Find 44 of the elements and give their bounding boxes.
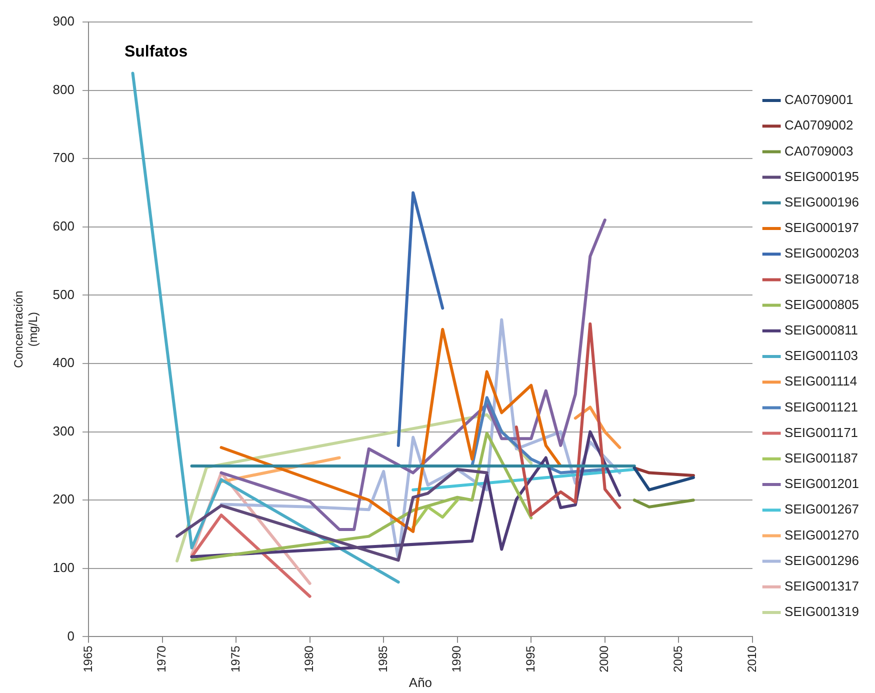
y-tick-label: 400: [52, 355, 74, 370]
legend-label: SEIG000811: [784, 322, 858, 338]
y-tick-label: 300: [52, 423, 74, 438]
x-axis-title: Año: [408, 674, 432, 690]
x-tick-label: 1995: [523, 645, 538, 672]
legend-label: CA0709003: [784, 143, 854, 158]
y-tick-label: 200: [52, 492, 74, 507]
text: Sulfatos: [124, 43, 188, 60]
y-axis-title: Concentración (mg/L): [12, 290, 40, 368]
legend-label: SEIG001319: [784, 604, 860, 620]
x-tick-label: 2010: [744, 645, 759, 672]
legend-label: SEIG001201: [784, 476, 860, 492]
x-tick-label: 1985: [376, 645, 390, 672]
x-tick-label: 1990: [450, 645, 464, 672]
x-tick-label: 1965: [80, 645, 95, 672]
legend-label: SEIG000718: [784, 271, 860, 286]
legend-label: SEIG001114: [784, 374, 858, 389]
y-tick-label: 600: [52, 218, 74, 234]
legend-label: SEIG001270: [784, 527, 860, 542]
x-tick-label: 1970: [154, 645, 169, 672]
legend-label: SEIG001187: [784, 450, 858, 466]
legend-label: SEIG001267: [784, 502, 860, 517]
y-tick-label: 900: [52, 14, 74, 29]
legend-label: SEIG000197: [784, 220, 860, 236]
legend-label: SEIG001296: [784, 552, 860, 568]
y-tick-label: 800: [52, 82, 74, 97]
legend-label: SEIG001103: [784, 348, 858, 364]
y-tick-label: 500: [52, 286, 74, 302]
x-tick-label: 2005: [670, 645, 685, 672]
legend-label: CA0709001: [784, 92, 854, 108]
legend-label: SEIG000203: [784, 246, 860, 261]
legend-label: SEIG000196: [784, 194, 860, 210]
legend-label: CA0709002: [784, 118, 854, 133]
x-tick-label: 2000: [597, 645, 612, 672]
legend-label: SEIG001121: [784, 399, 858, 414]
x-tick-label: 1975: [228, 645, 242, 672]
y-tick-label: 0: [67, 628, 74, 644]
y-tick-label: 100: [52, 560, 74, 575]
legend-label: SEIG000805: [784, 296, 860, 312]
legend-label: SEIG001171: [784, 424, 858, 440]
x-tick-label: 1980: [302, 645, 316, 672]
legend-label: SEIG000195: [784, 168, 860, 184]
y-tick-label: 700: [52, 150, 74, 166]
legend-label: SEIG001317: [784, 578, 860, 594]
